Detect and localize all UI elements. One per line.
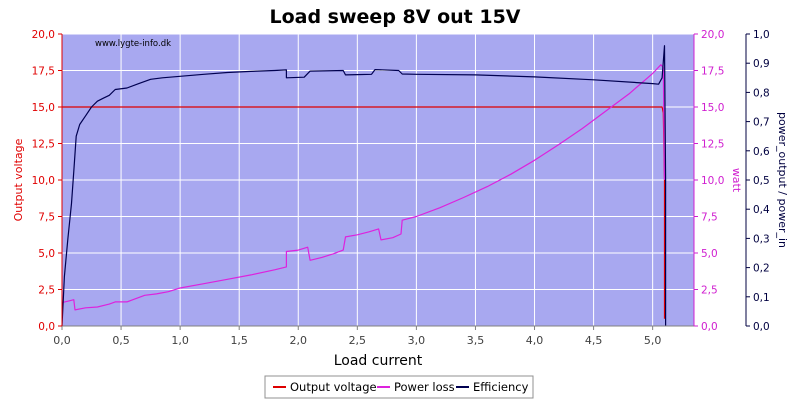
right2-tick-label: 0,9 <box>753 58 770 70</box>
x-tick-label: 0,0 <box>53 334 71 347</box>
left-tick-label: 7,5 <box>38 212 55 224</box>
right2-tick-label: 0,2 <box>753 263 770 275</box>
right1-axis-label: watt <box>730 168 743 193</box>
series-line-power-loss <box>61 64 666 311</box>
x-tick-label: 2,5 <box>349 334 367 347</box>
left-tick-label: 5,0 <box>38 248 55 260</box>
watermark: www.lygte-info.dk <box>95 39 171 49</box>
left-tick-label: 10,0 <box>32 175 55 187</box>
left-tick-label: 17,5 <box>32 66 55 78</box>
right1-tick-label: 12,5 <box>701 139 724 151</box>
x-tick-label: 0,5 <box>112 334 130 347</box>
right1-tick-label: 7,5 <box>701 212 718 224</box>
right1-tick-label: 17,5 <box>701 66 724 78</box>
right2-tick-label: 0,0 <box>753 321 770 333</box>
right1-tick-label: 0,0 <box>701 321 718 333</box>
x-tick-label: 1,0 <box>171 334 189 347</box>
right1-tick-label: 20,0 <box>701 29 724 41</box>
right1-tick-label: 2,5 <box>701 285 718 297</box>
right2-tick-label: 0,7 <box>753 117 770 129</box>
legend-label: Output voltage <box>290 380 377 394</box>
right2-tick-label: 0,8 <box>753 87 770 99</box>
right2-axis-label: power_output / power_in <box>776 112 789 248</box>
right2-tick-label: 1,0 <box>753 29 770 41</box>
right1-tick-label: 15,0 <box>701 102 724 114</box>
x-tick-label: 4,5 <box>585 334 603 347</box>
right2-tick-label: 0,3 <box>753 233 770 245</box>
axes: 0,0 0,5 1,0 1,5 2,0 2,5 3,0 3,5 4,0 4,5 5,0 0,0 2,5 5… <box>32 29 770 347</box>
left-tick-label: 2,5 <box>38 285 55 297</box>
series-layer <box>61 45 667 327</box>
legend-label: Power loss <box>394 380 455 394</box>
left-axis-label: Output voltage <box>12 138 25 221</box>
left-tick-label: 15,0 <box>32 102 55 114</box>
legend-label: Efficiency <box>473 380 529 394</box>
right1-tick-label: 10,0 <box>701 175 724 187</box>
right2-tick-label: 0,1 <box>753 292 770 304</box>
left-tick-label: 12,5 <box>32 139 55 151</box>
x-axis-label: Load current <box>334 353 423 369</box>
x-tick-label: 5,0 <box>644 334 662 347</box>
series-line-efficiency <box>61 45 667 327</box>
chart-title: Load sweep 8V out 15V <box>269 6 520 28</box>
x-tick-label: 3,5 <box>467 334 485 347</box>
x-tick-label: 2,0 <box>290 334 308 347</box>
x-tick-label: 4,0 <box>526 334 544 347</box>
legend-box <box>264 375 534 399</box>
x-tick-label: 3,0 <box>408 334 426 347</box>
right2-tick-label: 0,5 <box>753 175 770 187</box>
right1-tick-label: 5,0 <box>701 248 718 260</box>
legend: Output voltage Power loss Efficiency <box>264 375 534 399</box>
left-tick-label: 0,0 <box>38 321 55 333</box>
right2-tick-label: 0,6 <box>753 146 770 158</box>
x-tick-label: 1,5 <box>230 334 248 347</box>
right2-tick-label: 0,4 <box>753 204 770 216</box>
left-tick-label: 20,0 <box>32 29 55 41</box>
